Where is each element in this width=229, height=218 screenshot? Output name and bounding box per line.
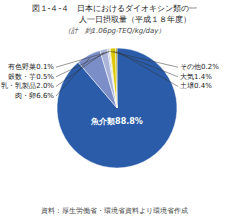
subtitle: （計 約1.06pg-TEQ/kg/day）: [64, 27, 166, 35]
pie-slice: [107, 49, 117, 108]
leader-line: [56, 52, 104, 86]
slice-label: 大気1.4%: [180, 73, 212, 81]
leader-lines: [56, 51, 178, 96]
pie-slice: [115, 48, 117, 108]
pie-slice: [109, 48, 117, 108]
pie-slice: [57, 48, 177, 168]
title: 人一日摂取量（平成１８年度）: [39, 15, 191, 24]
slice-label: 有色野菜0.1%: [8, 63, 54, 71]
leader-line: [56, 58, 90, 96]
leader-line: [56, 52, 109, 77]
slice-label: 乳・乳製品2.0%: [1, 82, 54, 90]
slice-label: その他0.2%: [180, 63, 219, 71]
chart-container: 図１-４-４ 日本におけるダイオキシン類の一 人一日摂取量（平成１８年度） （計 …: [0, 0, 229, 218]
slice-label: 魚介類88.8%: [90, 117, 143, 126]
slice-label: 穀数・芋0.5%: [8, 73, 54, 81]
slice-label: 肉・卵6.6%: [15, 92, 54, 100]
title: 図１-４-４ 日本におけるダイオキシン類の一: [32, 4, 198, 13]
slices: [57, 48, 177, 168]
pie-slice: [100, 49, 117, 108]
chart: 図１-４-４ 日本におけるダイオキシン類の一 人一日摂取量（平成１８年度） （計 …: [0, 0, 229, 218]
pie-slice: [110, 48, 117, 108]
leader-line: [116, 51, 178, 86]
leader-line: [56, 51, 110, 67]
slice-label: 土壌0.4%: [180, 82, 212, 90]
source: 資料：厚生労働省・環境省資料より環境省作成: [41, 207, 188, 215]
pie-slice: [109, 48, 117, 108]
